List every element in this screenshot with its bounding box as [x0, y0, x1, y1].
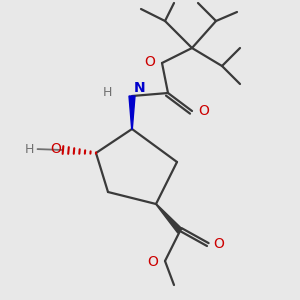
Text: O: O — [148, 256, 158, 269]
Text: O: O — [51, 142, 62, 156]
Text: N: N — [134, 81, 145, 95]
Text: H: H — [103, 86, 112, 100]
Polygon shape — [129, 96, 135, 129]
Polygon shape — [156, 204, 182, 233]
Text: H: H — [25, 142, 34, 156]
Text: O: O — [214, 238, 224, 251]
Text: O: O — [145, 55, 155, 68]
Text: O: O — [199, 104, 209, 118]
